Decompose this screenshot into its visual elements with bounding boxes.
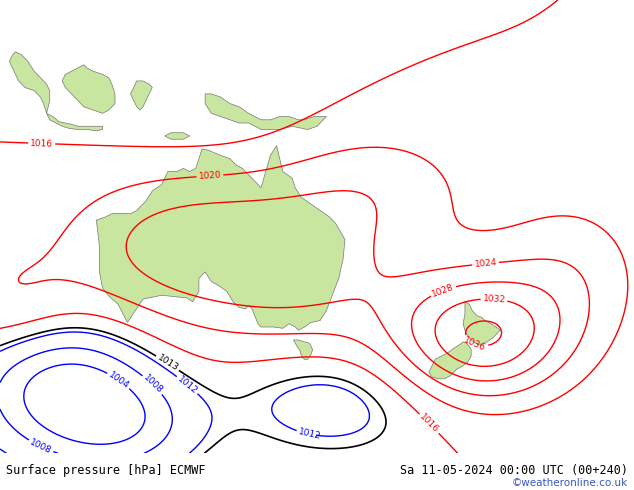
Text: 1016: 1016 bbox=[418, 412, 441, 435]
Text: 1013: 1013 bbox=[155, 353, 179, 373]
Polygon shape bbox=[10, 52, 49, 113]
Polygon shape bbox=[205, 94, 327, 129]
Text: 1012: 1012 bbox=[297, 427, 321, 441]
Text: 1032: 1032 bbox=[482, 294, 506, 304]
Text: Surface pressure [hPa] ECMWF: Surface pressure [hPa] ECMWF bbox=[6, 465, 206, 477]
Polygon shape bbox=[294, 340, 313, 359]
Text: 1016: 1016 bbox=[30, 139, 53, 148]
Text: 1028: 1028 bbox=[431, 282, 455, 299]
Text: 1004: 1004 bbox=[107, 370, 131, 391]
Text: 1008: 1008 bbox=[141, 373, 164, 396]
Polygon shape bbox=[62, 65, 115, 113]
Text: 1012: 1012 bbox=[176, 374, 199, 395]
Polygon shape bbox=[463, 301, 500, 345]
Text: ©weatheronline.co.uk: ©weatheronline.co.uk bbox=[512, 478, 628, 488]
Text: 1020: 1020 bbox=[198, 171, 222, 181]
Text: Sa 11-05-2024 00:00 UTC (00+240): Sa 11-05-2024 00:00 UTC (00+240) bbox=[399, 465, 628, 477]
Polygon shape bbox=[165, 133, 190, 139]
Polygon shape bbox=[47, 113, 103, 131]
Polygon shape bbox=[429, 342, 471, 379]
Text: 1024: 1024 bbox=[474, 258, 497, 270]
Text: 1008: 1008 bbox=[29, 438, 53, 455]
Polygon shape bbox=[131, 81, 152, 110]
Polygon shape bbox=[96, 146, 345, 330]
Text: 1036: 1036 bbox=[463, 336, 488, 353]
